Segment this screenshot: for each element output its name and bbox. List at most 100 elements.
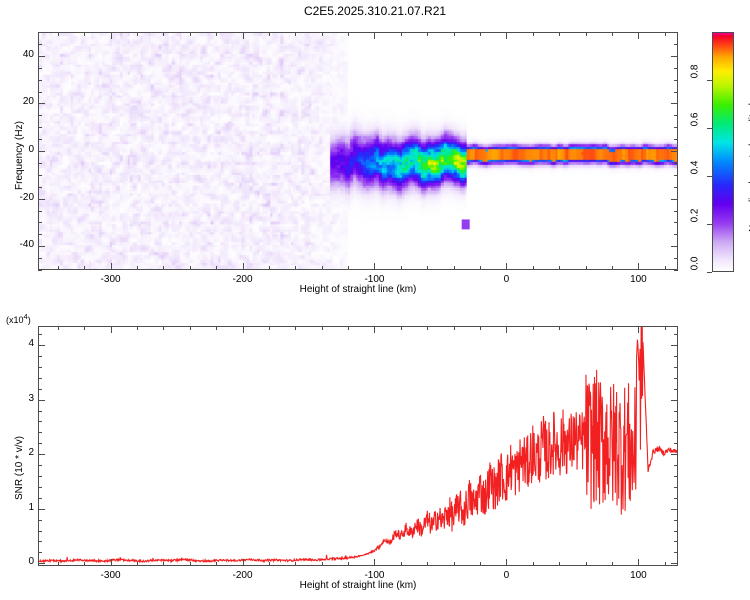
y-tick-minor-right xyxy=(674,270,678,271)
x-tick-minor-top xyxy=(480,32,482,36)
y-tick-minor xyxy=(38,222,42,224)
y-ticklabel: -20 xyxy=(19,191,34,203)
x-tick-minor-top xyxy=(427,32,429,36)
y-tick-minor xyxy=(38,497,42,499)
spectrogram-panel xyxy=(38,32,678,270)
y-tick-minor-right xyxy=(674,222,678,224)
x-tick-minor-top xyxy=(559,326,561,330)
x-tick-minor xyxy=(532,266,534,270)
x-tick-minor xyxy=(136,266,138,270)
y-tick-major-right xyxy=(671,454,678,456)
x-tick-minor xyxy=(453,266,455,270)
y-tick-minor-right xyxy=(674,366,678,368)
y-tick-minor-right xyxy=(674,162,678,164)
x-tick-minor xyxy=(268,266,270,270)
x-tick-minor xyxy=(163,266,165,270)
x-tick-major-top xyxy=(638,32,640,39)
y-tick-minor-right xyxy=(674,356,678,357)
x-tick-minor xyxy=(321,562,323,566)
x-tick-minor-top xyxy=(453,32,455,36)
y-tick-minor-right xyxy=(674,552,678,554)
x-tick-minor xyxy=(585,266,587,270)
spectrogram-xlabel: Height of straight line (km) xyxy=(299,284,417,295)
cbar-tick xyxy=(707,224,712,225)
y-tick-major xyxy=(38,55,45,57)
x-ticklabel: -300 xyxy=(100,570,121,581)
x-tick-minor xyxy=(84,266,86,270)
x-tick-minor xyxy=(348,266,350,270)
x-tick-minor-top xyxy=(268,326,270,330)
y-tick-minor xyxy=(38,115,42,117)
spectrogram-image xyxy=(39,33,677,269)
x-tick-minor-top xyxy=(400,32,402,36)
y-tick-minor xyxy=(38,519,42,521)
x-tick-minor-top xyxy=(480,326,482,330)
colorbar xyxy=(712,32,734,272)
y-tick-minor-right xyxy=(674,465,678,467)
y-tick-minor-right xyxy=(674,530,678,532)
x-tick-minor xyxy=(163,562,165,566)
y-tick-minor xyxy=(38,32,42,33)
y-tick-minor-right xyxy=(674,432,678,434)
x-tick-major-top xyxy=(638,326,640,333)
x-tick-minor-top xyxy=(216,326,218,330)
x-tick-minor-top xyxy=(189,32,191,36)
x-tick-minor-top xyxy=(321,32,323,36)
x-tick-minor-top xyxy=(532,326,534,330)
snr-panel xyxy=(38,326,678,566)
y-tick-minor-right xyxy=(674,67,678,69)
y-tick-minor-right xyxy=(674,115,678,117)
x-tick-minor-top xyxy=(57,32,59,36)
y-tick-major xyxy=(38,563,45,565)
y-tick-minor-right xyxy=(674,486,678,488)
cbar-ticklabel: 0.8 xyxy=(689,64,701,79)
y-tick-minor-right xyxy=(674,421,678,423)
x-tick-minor xyxy=(348,562,350,566)
y-tick-minor xyxy=(38,377,42,379)
snr-trace xyxy=(39,327,677,564)
x-tick-minor xyxy=(295,266,297,270)
x-tick-minor-top xyxy=(321,326,323,330)
y-tick-major xyxy=(38,399,45,401)
cbar-ticklabel: 0.6 xyxy=(689,112,701,127)
x-tick-minor xyxy=(57,562,59,566)
y-tick-minor xyxy=(38,210,42,212)
y-tick-minor xyxy=(38,388,42,390)
snr-ylabel: SNR (10 * v/v) xyxy=(14,436,25,500)
y-tick-minor xyxy=(38,465,42,467)
x-tick-minor-top xyxy=(612,326,614,330)
y-tick-minor xyxy=(38,366,42,368)
x-tick-minor-top xyxy=(400,326,402,330)
x-tick-major-top xyxy=(110,32,112,39)
y-tick-minor-right xyxy=(674,174,678,176)
y-tick-minor-right xyxy=(674,210,678,212)
y-tick-minor xyxy=(38,270,42,271)
y-tick-minor xyxy=(38,356,42,357)
x-tick-minor xyxy=(480,562,482,566)
y-tick-minor-right xyxy=(674,127,678,129)
x-tick-minor xyxy=(453,562,455,566)
x-tick-minor-top xyxy=(559,32,561,36)
y-tick-minor xyxy=(38,410,42,412)
y-tick-minor-right xyxy=(674,186,678,188)
x-tick-major xyxy=(638,559,640,566)
y-tick-minor xyxy=(38,258,42,260)
x-tick-major-top xyxy=(110,326,112,333)
cbar-ticklabel: 0.2 xyxy=(689,208,701,223)
y-tick-major-right xyxy=(671,198,678,200)
x-tick-minor-top xyxy=(163,32,165,36)
y-tick-minor xyxy=(38,127,42,129)
x-tick-minor-top xyxy=(348,32,350,36)
x-tick-major-top xyxy=(374,326,376,333)
y-ticklabel: 4 xyxy=(28,338,34,350)
y-tick-minor xyxy=(38,139,42,141)
y-tick-minor xyxy=(38,486,42,488)
y-tick-minor-right xyxy=(674,410,678,412)
x-ticklabel: -100 xyxy=(364,570,385,581)
y-tick-minor xyxy=(38,79,42,81)
y-tick-minor xyxy=(38,530,42,532)
y-tick-minor-right xyxy=(674,443,678,445)
y-tick-minor xyxy=(38,43,42,45)
y-tick-minor-right xyxy=(674,334,678,336)
y-tick-minor-right xyxy=(674,476,678,477)
